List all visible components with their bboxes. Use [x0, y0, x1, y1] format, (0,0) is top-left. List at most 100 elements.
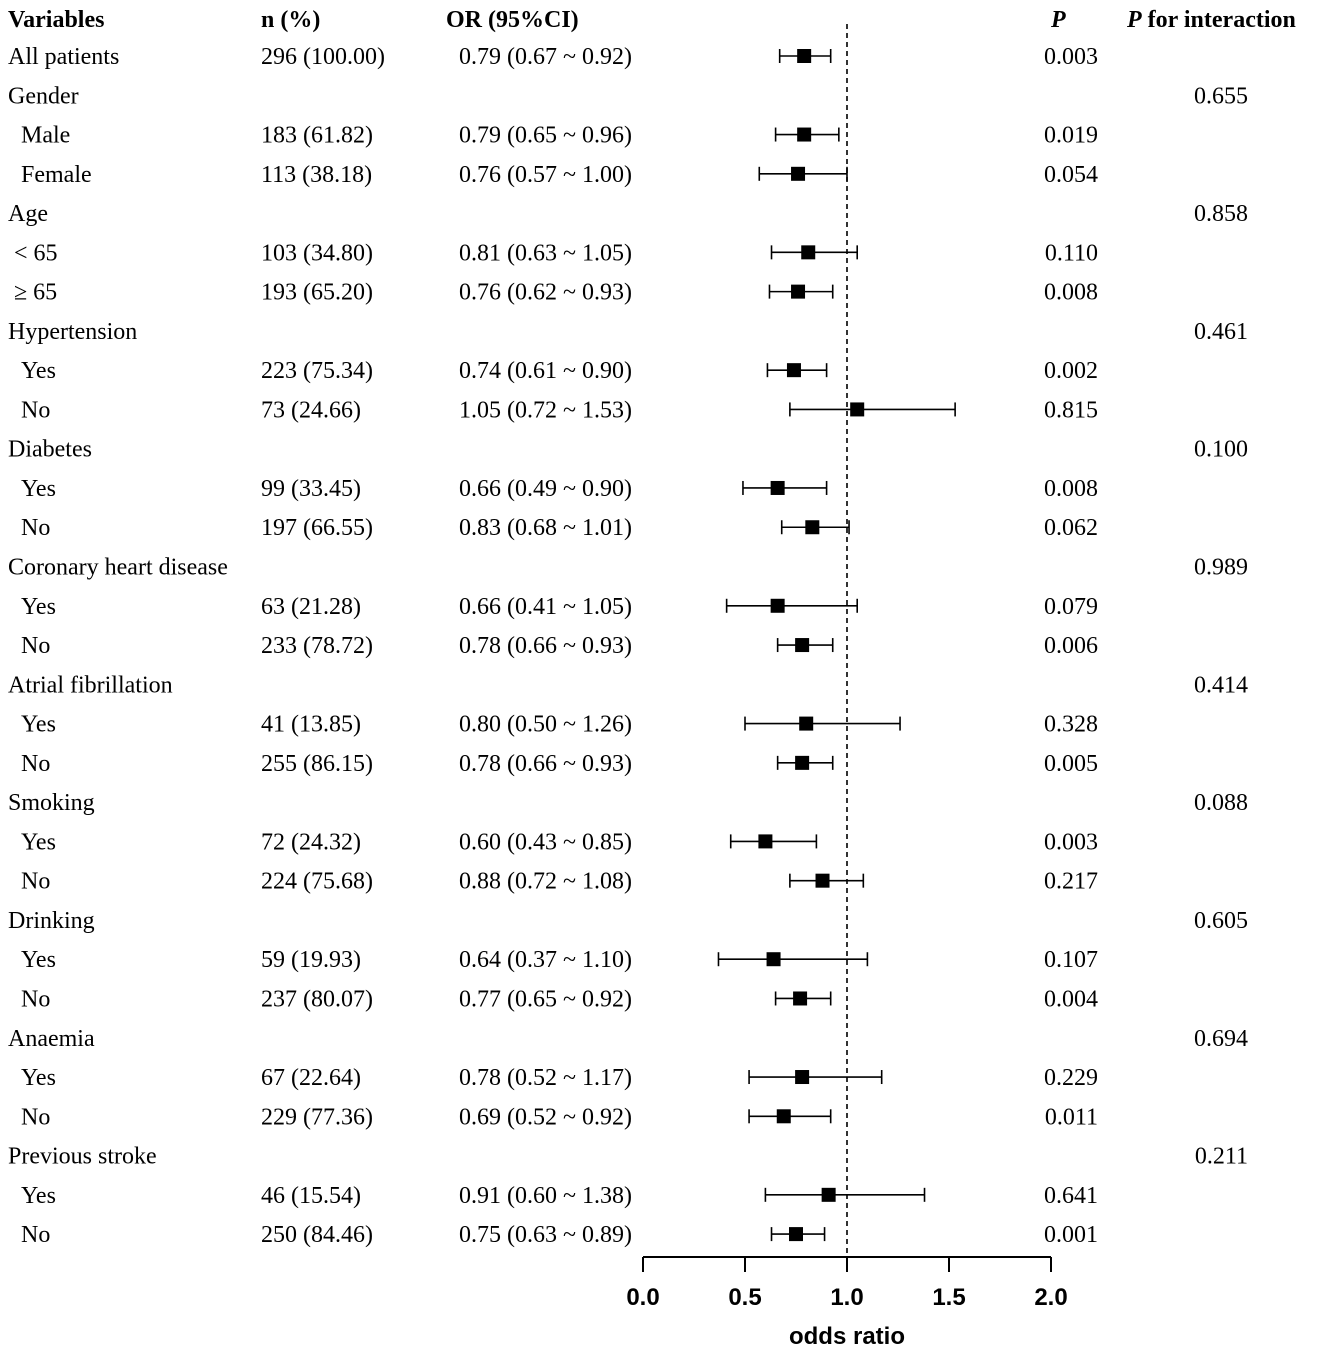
table-row: ≥ 65 193 (65.20) 0.76 (0.62 ~ 0.93) 0.008 — [14, 280, 1098, 306]
table-row: Drinking 0.605 — [8, 908, 1248, 934]
row-group-label: Diabetes — [8, 437, 92, 463]
table-row: No 197 (66.55) 0.83 (0.68 ~ 1.01) 0.062 — [21, 515, 1098, 541]
row-subgroup-label: Yes — [21, 947, 56, 973]
row-or-ci: 0.76 (0.57 ~ 1.00) — [459, 162, 632, 188]
row-subgroup-label: Yes — [21, 594, 56, 620]
row-group-label: Age — [8, 201, 48, 227]
row-or-ci: 0.79 (0.67 ~ 0.92) — [459, 44, 632, 70]
row-or-ci: 0.77 (0.65 ~ 0.92) — [459, 986, 632, 1012]
row-n-percent: 67 (22.64) — [261, 1065, 361, 1091]
table-row: Yes 59 (19.93) 0.64 (0.37 ~ 1.10) 0.107 — [21, 947, 1098, 973]
table-row: Gender 0.655 — [8, 83, 1248, 109]
row-p-value: 0.229 — [1044, 1065, 1098, 1091]
row-or-ci: 1.05 (0.72 ~ 1.53) — [459, 397, 632, 423]
row-n-percent: 183 (61.82) — [261, 123, 373, 149]
row-group-label: Atrial fibrillation — [8, 672, 173, 698]
or-point-marker — [801, 245, 816, 260]
row-p-interaction: 0.100 — [1194, 437, 1248, 463]
row-p-interaction: 0.858 — [1194, 201, 1248, 227]
table-row: Atrial fibrillation 0.414 — [8, 672, 1248, 698]
row-p-value: 0.008 — [1044, 280, 1098, 306]
row-subgroup-label: No — [21, 751, 50, 777]
table-row: No 237 (80.07) 0.77 (0.65 ~ 0.92) 0.004 — [21, 986, 1098, 1012]
row-subgroup-label: ≥ 65 — [14, 280, 57, 306]
table-row: Yes 46 (15.54) 0.91 (0.60 ~ 1.38) 0.641 — [21, 1183, 1098, 1209]
x-axis-label: odds ratio — [789, 1323, 905, 1350]
header-row: Variables n (%) OR (95%CI) P P for inter… — [8, 7, 1296, 33]
header-n-percent: n (%) — [261, 7, 320, 33]
row-n-percent: 250 (84.46) — [261, 1222, 373, 1248]
table-row: Age 0.858 — [8, 201, 1248, 227]
or-point-marker — [795, 638, 810, 653]
row-n-percent: 99 (33.45) — [261, 476, 361, 502]
row-or-ci: 0.64 (0.37 ~ 1.10) — [459, 947, 632, 973]
row-p-interaction: 0.211 — [1195, 1144, 1248, 1170]
row-subgroup-label: Yes — [21, 712, 56, 738]
or-point-marker — [770, 598, 785, 613]
row-p-interaction: 0.605 — [1194, 908, 1248, 934]
or-point-marker — [795, 755, 810, 770]
x-tick-label: 2.0 — [1034, 1284, 1067, 1311]
row-subgroup-label: No — [21, 1222, 50, 1248]
row-p-value: 0.328 — [1044, 712, 1098, 738]
or-point-marker — [805, 520, 820, 535]
table-row: Smoking 0.088 — [8, 790, 1248, 816]
row-p-value: 0.003 — [1044, 829, 1098, 855]
row-p-value: 0.815 — [1044, 397, 1098, 423]
row-p-value: 0.003 — [1044, 44, 1098, 70]
table-row: No 255 (86.15) 0.78 (0.66 ~ 0.93) 0.005 — [21, 751, 1098, 777]
table-row: Yes 63 (21.28) 0.66 (0.41 ~ 1.05) 0.079 — [21, 594, 1098, 620]
header-p-interaction-p: P — [1126, 7, 1142, 33]
table-row: < 65 103 (34.80) 0.81 (0.63 ~ 1.05) 0.110 — [14, 240, 1098, 266]
row-p-value: 0.110 — [1045, 240, 1098, 266]
table-row: Coronary heart disease 0.989 — [8, 555, 1248, 581]
row-p-value: 0.002 — [1044, 358, 1098, 384]
row-or-ci: 0.66 (0.41 ~ 1.05) — [459, 594, 632, 620]
table-row: Yes 223 (75.34) 0.74 (0.61 ~ 0.90) 0.002 — [21, 358, 1098, 384]
row-p-interaction: 0.989 — [1194, 555, 1248, 581]
row-or-ci: 0.76 (0.62 ~ 0.93) — [459, 280, 632, 306]
table-rows: All patients 296 (100.00) 0.79 (0.67 ~ 0.9… — [8, 44, 1248, 1248]
row-subgroup-label: No — [21, 515, 50, 541]
header-p-interaction-rest: for interaction — [1142, 7, 1296, 33]
row-or-ci: 0.60 (0.43 ~ 0.85) — [459, 829, 632, 855]
row-or-ci: 0.80 (0.50 ~ 1.26) — [459, 712, 632, 738]
or-point-marker — [766, 952, 781, 967]
table-row: Yes 67 (22.64) 0.78 (0.52 ~ 1.17) 0.229 — [21, 1065, 1098, 1091]
row-or-ci: 0.66 (0.49 ~ 0.90) — [459, 476, 632, 502]
row-subgroup-label: Yes — [21, 358, 56, 384]
table-row: Yes 72 (24.32) 0.60 (0.43 ~ 0.85) 0.003 — [21, 829, 1098, 855]
row-or-ci: 0.88 (0.72 ~ 1.08) — [459, 869, 632, 895]
table-row: No 73 (24.66) 1.05 (0.72 ~ 1.53) 0.815 — [21, 397, 1098, 423]
row-group-label: All patients — [8, 44, 119, 70]
row-p-value: 0.054 — [1044, 162, 1098, 188]
row-p-value: 0.019 — [1044, 123, 1098, 149]
row-n-percent: 193 (65.20) — [261, 280, 373, 306]
row-group-label: Hypertension — [8, 319, 137, 345]
row-or-ci: 0.79 (0.65 ~ 0.96) — [459, 123, 632, 149]
row-or-ci: 0.78 (0.66 ~ 0.93) — [459, 751, 632, 777]
row-n-percent: 224 (75.68) — [261, 869, 373, 895]
or-point-marker — [770, 480, 785, 495]
row-or-ci: 0.78 (0.52 ~ 1.17) — [459, 1065, 632, 1091]
row-p-value: 0.011 — [1045, 1104, 1098, 1130]
row-n-percent: 223 (75.34) — [261, 358, 373, 384]
or-point-marker — [758, 834, 773, 849]
table-row: Diabetes 0.100 — [8, 437, 1248, 463]
row-or-ci: 0.69 (0.52 ~ 0.92) — [459, 1104, 632, 1130]
table-row: Anaemia 0.694 — [8, 1026, 1248, 1052]
row-p-value: 0.107 — [1044, 947, 1098, 973]
row-subgroup-label: Yes — [21, 1183, 56, 1209]
row-group-label: Coronary heart disease — [8, 555, 228, 581]
row-or-ci: 0.83 (0.68 ~ 1.01) — [459, 515, 632, 541]
row-n-percent: 73 (24.66) — [261, 397, 361, 423]
table-row: All patients 296 (100.00) 0.79 (0.67 ~ 0.9… — [8, 44, 1098, 70]
row-group-label: Previous stroke — [8, 1144, 157, 1170]
row-subgroup-label: Female — [21, 162, 92, 188]
row-p-value: 0.217 — [1044, 869, 1098, 895]
row-subgroup-label: Yes — [21, 829, 56, 855]
or-point-marker — [786, 363, 801, 378]
x-tick-label: 1.0 — [830, 1284, 863, 1311]
row-subgroup-label: No — [21, 633, 50, 659]
